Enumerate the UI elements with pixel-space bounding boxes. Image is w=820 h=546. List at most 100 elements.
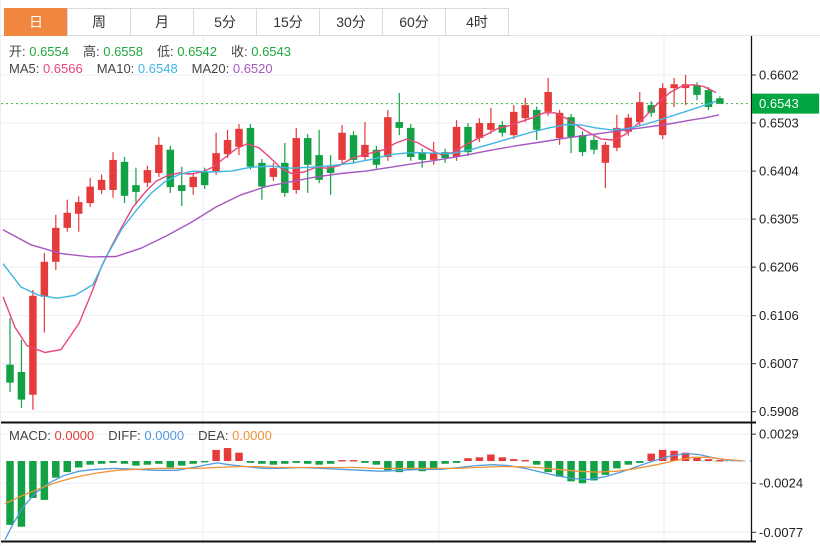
macd-bar [555, 461, 564, 477]
legend-label: DIFF: [108, 428, 141, 443]
macd-bar [407, 461, 415, 471]
macd-bar [395, 461, 404, 473]
price-axis-label: 0.5908 [759, 404, 799, 419]
tab-day[interactable]: 日 [4, 8, 68, 36]
macd-bar [464, 458, 472, 461]
candle-body [178, 185, 186, 191]
macd-bar [40, 461, 49, 500]
candle-body [464, 126, 472, 153]
candle-body [6, 364, 14, 383]
legend-item: MA20: 0.6520 [192, 61, 273, 76]
ma20-line [2, 114, 720, 258]
ma-legend: MA5: 0.6566 MA10: 0.6548 MA20: 0.6520 [9, 61, 287, 76]
macd-bar [521, 460, 529, 462]
macd-bar [372, 461, 381, 465]
candle-body [349, 135, 358, 160]
macd-bar [384, 461, 392, 471]
candle-body [716, 98, 724, 104]
macd-bar [475, 457, 484, 461]
tab-h4[interactable]: 4时 [445, 8, 509, 36]
legend-item: 收: 0.6543 [231, 44, 291, 59]
macd-bar [109, 461, 117, 463]
tab-month[interactable]: 月 [130, 8, 194, 36]
candle-body [521, 105, 529, 119]
macd-bar [326, 461, 335, 464]
price-axis-label: 0.6602 [759, 68, 799, 83]
candle-body [452, 126, 461, 157]
macd-bar [281, 461, 289, 464]
tab-m5[interactable]: 5分 [193, 8, 257, 36]
macd-bar [315, 461, 323, 465]
tab-week[interactable]: 周 [67, 8, 131, 36]
legend-value: 0.6558 [99, 44, 143, 59]
candle-body [361, 144, 369, 157]
candle-body [97, 179, 106, 190]
macd-bar [349, 460, 358, 462]
macd-bar [441, 461, 449, 464]
current-price-label: 0.6543 [759, 96, 799, 111]
candle-body [86, 186, 94, 204]
legend-label: 低: [157, 44, 174, 59]
candle-body [155, 144, 163, 174]
candle-body [487, 123, 495, 130]
macd-bar [590, 461, 598, 481]
macd-bar [361, 461, 369, 463]
legend-value: 0.0000 [50, 428, 95, 443]
legend-label: MA5: [9, 61, 40, 76]
macd-bar [200, 461, 209, 463]
legend-value: 0.6520 [229, 61, 273, 76]
macd-bar [97, 461, 106, 464]
macd-bar [693, 457, 701, 461]
legend-value: 0.6542 [173, 44, 217, 59]
candle-body [498, 124, 507, 133]
price-axis-label: 0.6106 [759, 308, 799, 323]
legend-item: 高: 0.6558 [83, 44, 143, 59]
candle-body [326, 166, 335, 174]
macd-bar [716, 460, 724, 462]
candle-body [601, 144, 610, 163]
candle-body [292, 138, 300, 190]
candle-body [418, 152, 426, 160]
macd-bar [52, 461, 60, 478]
macd-bar [636, 461, 644, 463]
candle-body [670, 84, 678, 89]
price-axis-label: 0.6503 [759, 116, 799, 131]
current-price-badge [752, 93, 819, 114]
candle-body [63, 212, 71, 228]
ma10-line [2, 100, 717, 299]
candle-body [429, 153, 438, 160]
candle-body [17, 371, 26, 400]
main-chart-plot[interactable] [1, 36, 751, 422]
macd-bar [166, 461, 175, 468]
legend-item: DIFF: 0.0000 [108, 428, 184, 443]
legend-value: 0.0000 [140, 428, 185, 443]
macd-bar [223, 448, 232, 461]
legend-value: 0.6543 [247, 44, 291, 59]
macd-bar [487, 454, 495, 461]
candle-body [693, 85, 701, 95]
macd-bar [292, 461, 300, 463]
candle-body [109, 159, 117, 190]
tab-m30[interactable]: 30分 [319, 8, 383, 36]
dea-line [4, 456, 744, 505]
tab-m15[interactable]: 15分 [256, 8, 320, 36]
candle-body [40, 261, 49, 297]
macd-bar [155, 461, 163, 464]
candle-body [212, 153, 220, 173]
macd-bar [235, 452, 243, 461]
candle-body [407, 127, 415, 157]
candle-body [223, 140, 232, 155]
legend-item: 低: 0.6542 [157, 44, 217, 59]
macd-bar [269, 461, 278, 465]
legend-item: MACD: 0.0000 [9, 428, 94, 443]
macd-bar [86, 461, 94, 465]
ma5-line [2, 83, 717, 354]
candle-body [52, 227, 60, 262]
candle-body [200, 172, 209, 186]
candle-body [74, 202, 83, 214]
tab-m60[interactable]: 60分 [382, 8, 446, 36]
candle-body [258, 162, 266, 187]
price-axis-label: 0.6404 [759, 164, 799, 179]
